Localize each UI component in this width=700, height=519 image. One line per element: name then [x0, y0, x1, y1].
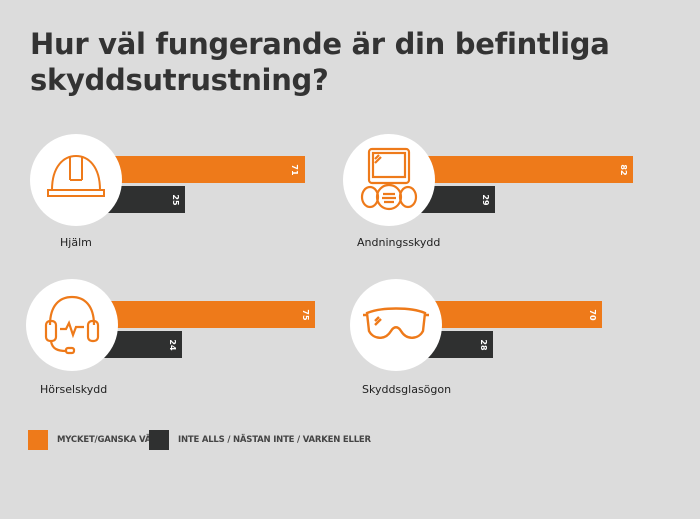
bar-value-label: 70 [587, 308, 597, 321]
icon-circle [350, 279, 442, 371]
bar-value-label: 24 [168, 338, 178, 351]
bar-value-label: 29 [481, 193, 491, 206]
helmet-icon [44, 150, 108, 210]
bar-value-label: 82 [619, 163, 629, 176]
bar-value-label: 28 [478, 338, 488, 351]
category-label: Hjälm [60, 236, 92, 249]
legend-label-orange: MYCKET/GANSKA VÄL [57, 435, 157, 445]
legend-swatch-orange [28, 430, 48, 450]
bar-value-label: 75 [300, 308, 310, 321]
bar-value-label: 25 [170, 193, 180, 206]
legend-label-dark: INTE ALLS / NÄSTAN INTE / VARKEN ELLER [178, 435, 371, 445]
icon-circle [30, 134, 122, 226]
goggles-icon [361, 303, 431, 347]
category-label: Andningsskydd [357, 236, 441, 249]
respirator-icon [357, 145, 421, 215]
bar-positive: 75 [90, 301, 315, 328]
legend-swatch-dark [149, 430, 169, 450]
bar-positive: 71 [90, 156, 305, 183]
icon-circle [26, 279, 118, 371]
headset-icon [40, 291, 104, 359]
category-label: Skyddsglasögon [362, 383, 452, 396]
icon-circle [343, 134, 435, 226]
page-title: Hur väl fungerande är din befintliga sky… [30, 27, 610, 97]
bar-value-label: 71 [290, 163, 300, 176]
category-label: Hörselskydd [40, 383, 108, 396]
